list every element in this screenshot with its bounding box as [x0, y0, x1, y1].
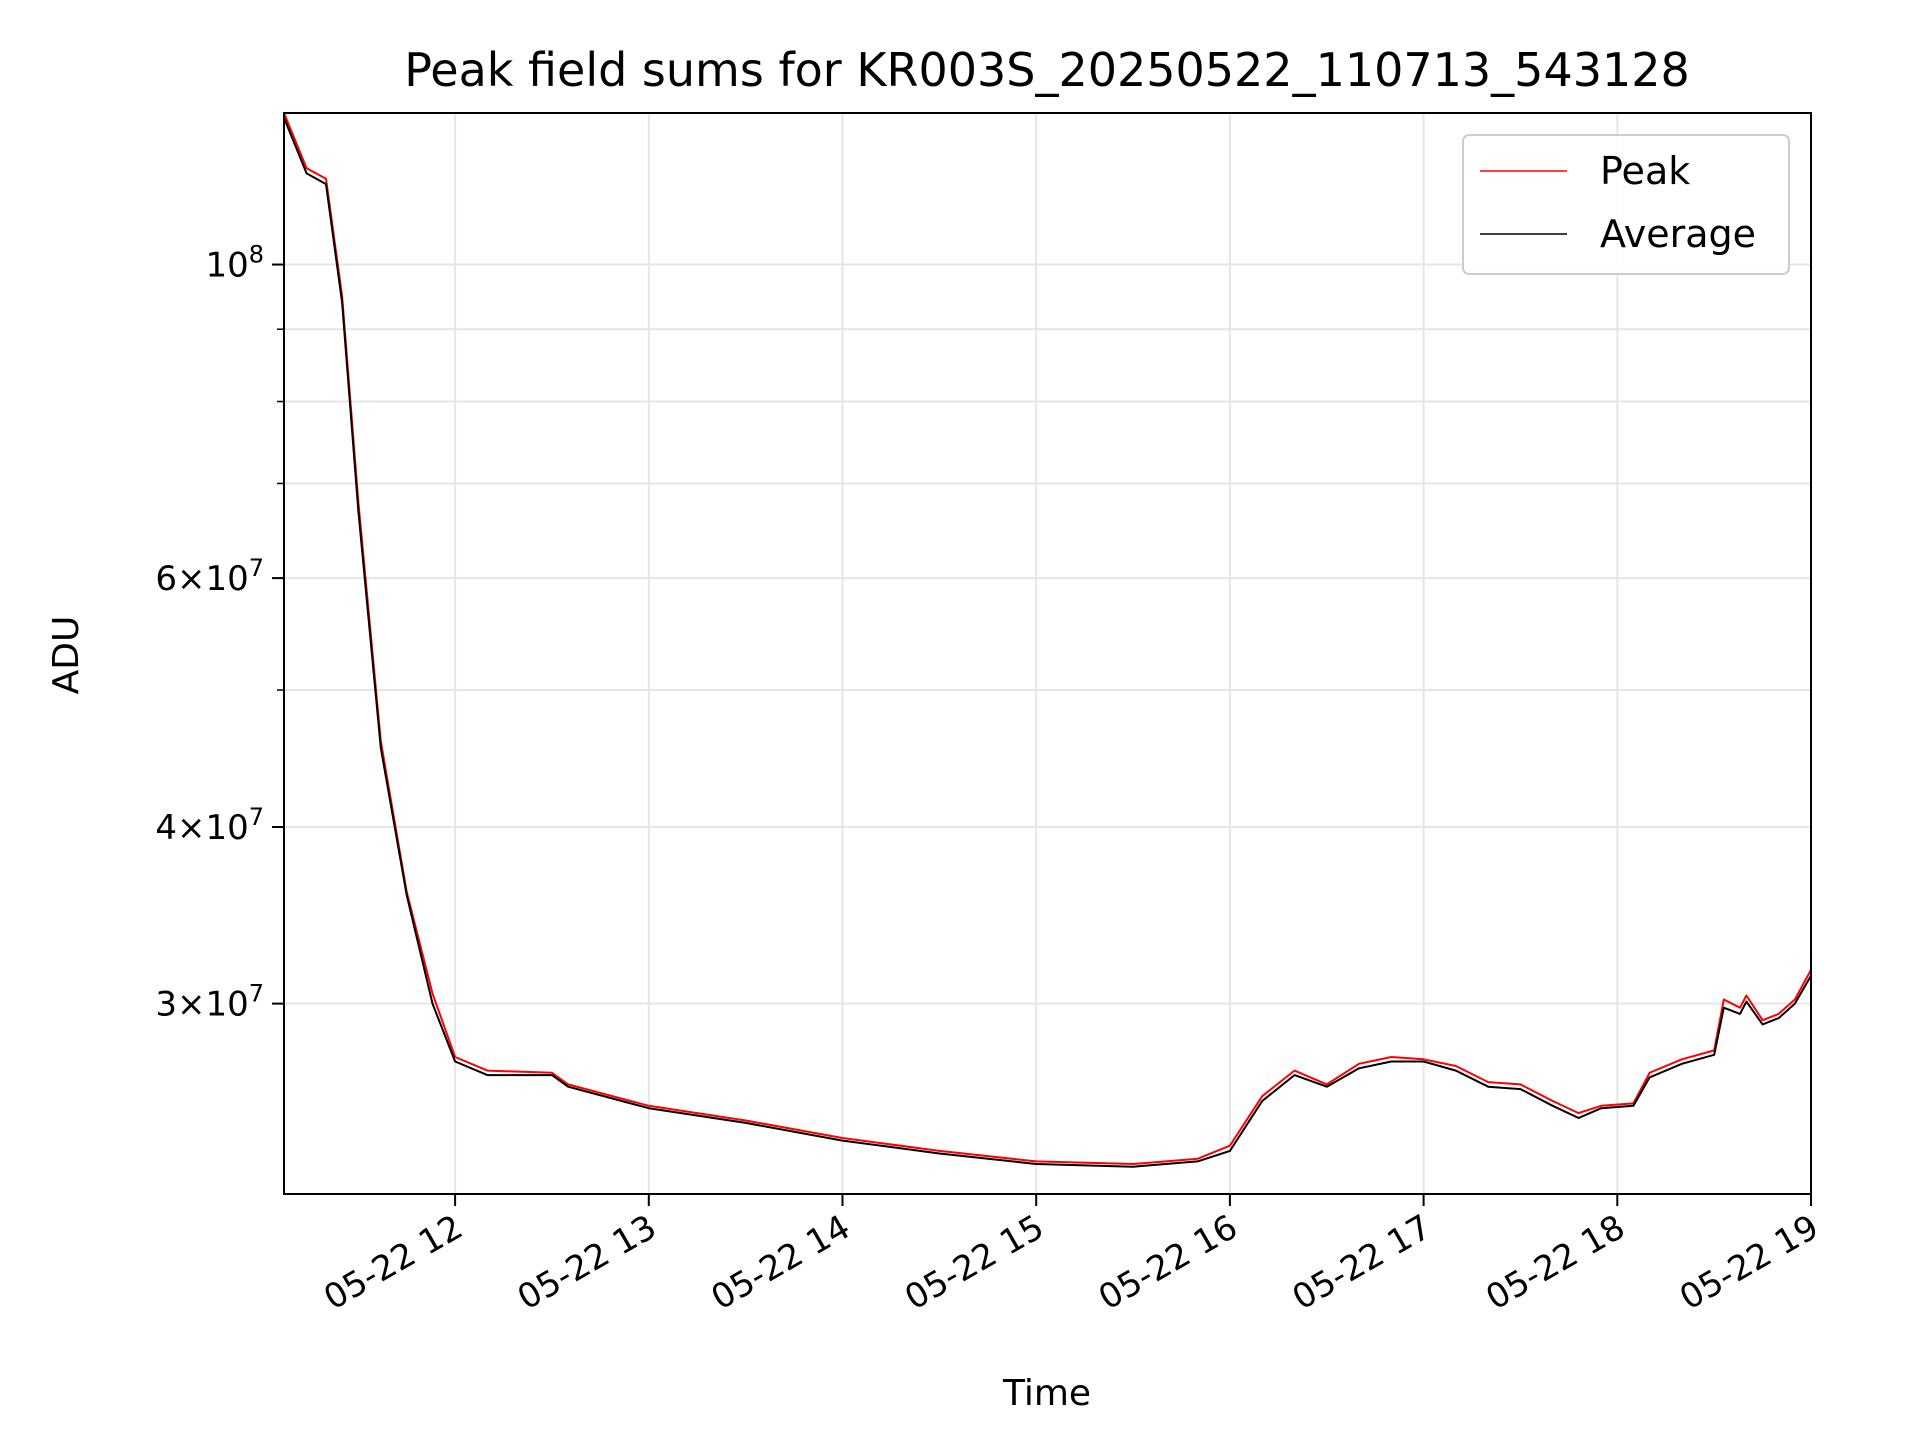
plot-frame	[283, 112, 1812, 1195]
y-tick-label: 3×107	[155, 980, 264, 1025]
y-tick-label: 6×107	[155, 554, 264, 599]
legend: Peak Average	[1462, 134, 1790, 275]
x-axis-label: Time	[1002, 1373, 1091, 1414]
average-series-line	[283, 117, 1812, 1168]
chart-title: Peak field sums for KR003S_20250522_1107…	[404, 43, 1690, 97]
y-tick-label: 108	[205, 241, 264, 286]
legend-average-label: Average	[1600, 212, 1756, 256]
legend-peak-label: Peak	[1600, 149, 1690, 193]
series-layer	[283, 112, 1812, 1168]
legend-box	[1462, 134, 1790, 275]
y-axis: 108 6×107 4×107 3×107	[155, 241, 284, 1025]
y-tick-label: 4×107	[155, 803, 264, 848]
y-axis-label: ADU	[46, 616, 87, 695]
